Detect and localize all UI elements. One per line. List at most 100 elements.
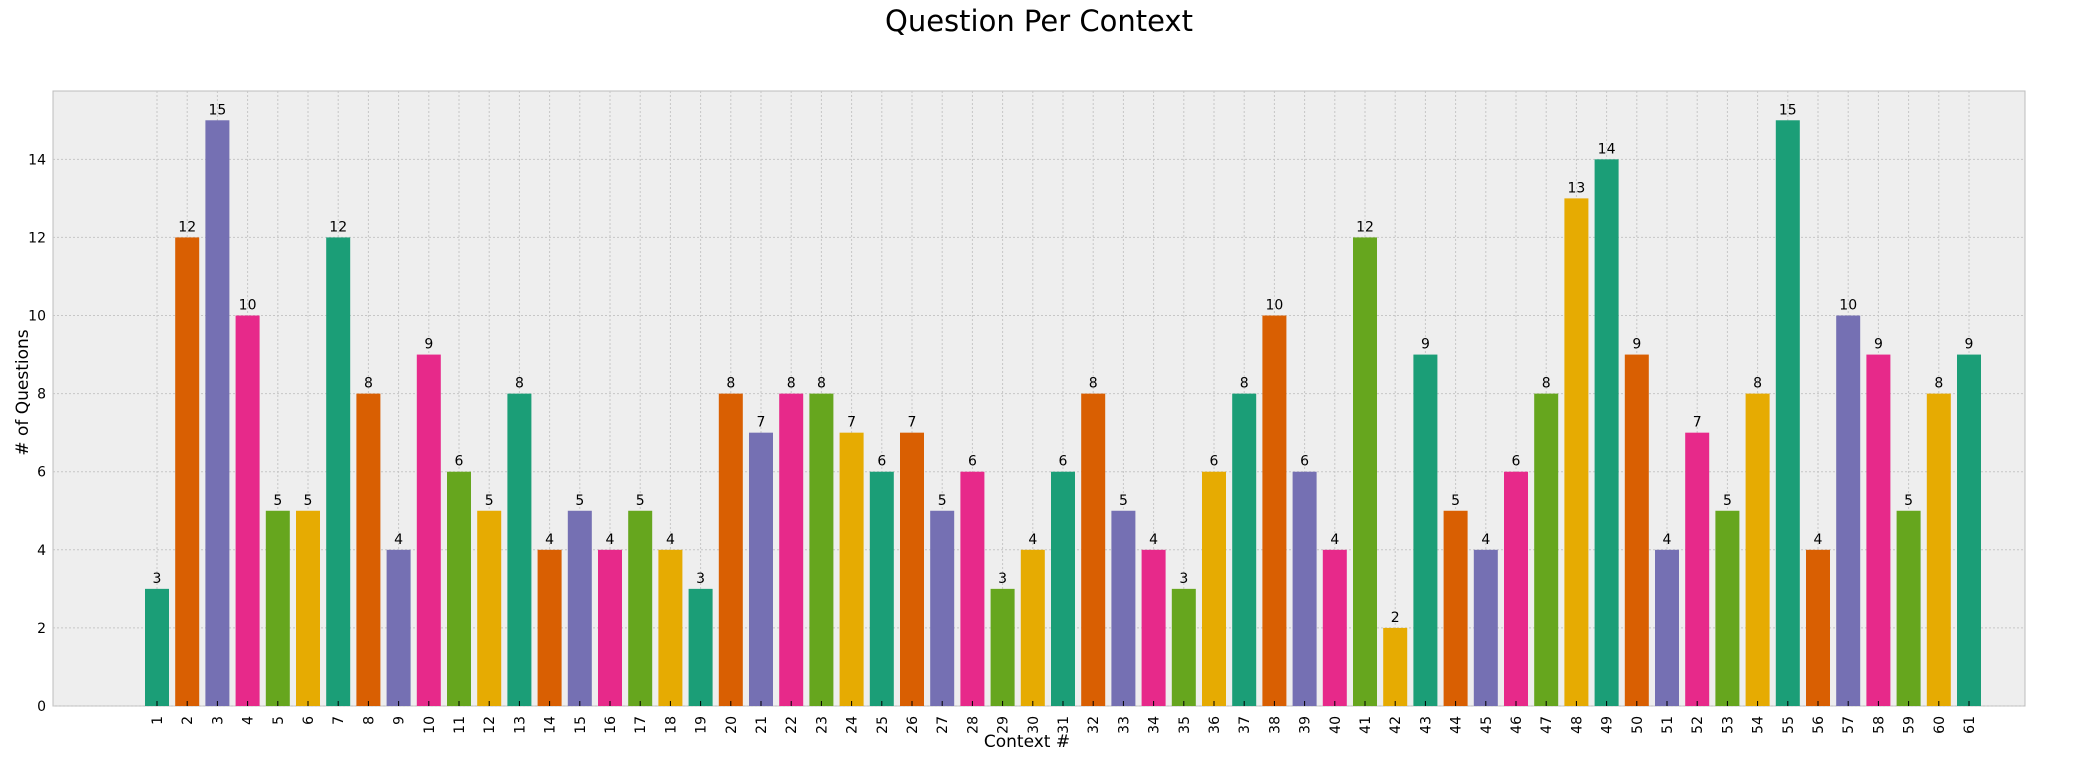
y-tick-label: 12 (28, 230, 46, 246)
bar-value-label: 8 (726, 376, 735, 392)
bar-value-label: 6 (1300, 454, 1309, 470)
bar (1383, 627, 1408, 706)
bar (1443, 510, 1468, 706)
bar (688, 588, 713, 706)
bar (1836, 315, 1861, 706)
y-tick-label: 10 (28, 309, 46, 325)
bar (1020, 549, 1045, 706)
bar-value-label: 10 (1265, 298, 1283, 314)
y-tick-label: 2 (37, 621, 46, 637)
x-tick-label: 15 (573, 716, 589, 734)
bar-value-label: 8 (1542, 376, 1551, 392)
bar (1111, 510, 1136, 706)
bar-value-label: 6 (1210, 454, 1219, 470)
x-tick-label: 29 (996, 716, 1012, 734)
bar-value-label: 9 (1421, 337, 1430, 353)
y-tick-label: 6 (37, 465, 46, 481)
bar-value-label: 7 (1693, 415, 1702, 431)
x-tick-label: 43 (1418, 716, 1434, 734)
x-tick-label: 23 (814, 716, 830, 734)
bar (235, 315, 260, 706)
bar (1745, 393, 1770, 706)
x-tick-label: 57 (1841, 716, 1857, 734)
bars (145, 120, 1981, 707)
bar-value-label: 3 (696, 571, 705, 587)
bar-value-label: 8 (515, 376, 524, 392)
bar-value-label: 5 (273, 493, 282, 509)
x-tick-label: 28 (965, 716, 981, 734)
x-tick-label: 47 (1539, 716, 1555, 734)
bar-value-label: 4 (606, 532, 615, 548)
bar-value-label: 7 (908, 415, 917, 431)
bar (1896, 510, 1921, 706)
x-tick-label: 52 (1690, 716, 1706, 734)
bar-value-label: 7 (847, 415, 856, 431)
bar-value-label: 8 (1089, 376, 1098, 392)
bar (779, 393, 804, 706)
bar (1171, 588, 1196, 706)
bar (749, 432, 773, 706)
bar (567, 510, 592, 706)
bar (839, 432, 864, 706)
x-tick-label: 19 (694, 716, 710, 734)
y-tick-label: 4 (37, 543, 46, 559)
x-tick-label: 53 (1720, 716, 1736, 734)
bar (1051, 471, 1075, 706)
x-tick-label: 16 (603, 716, 619, 734)
x-tick-label: 44 (1449, 716, 1465, 734)
x-tick-label: 3 (210, 716, 226, 725)
bar (296, 510, 320, 706)
data-labels: 3 12 15 10 5 5 12 8 4 9 6 5 8 4 5 4 5 4 3 8 7 8 8 7 6 7 5 6 3 4 6 8 5 4 3 6… (153, 102, 1974, 626)
bar-value-label: 5 (938, 493, 947, 509)
x-tick-label: 49 (1600, 716, 1616, 734)
x-tick-label: 27 (935, 716, 951, 734)
bar (477, 510, 502, 706)
bar (1081, 393, 1106, 706)
bar-value-label: 9 (1874, 337, 1883, 353)
x-tick-label: 54 (1751, 716, 1767, 734)
bar (1715, 510, 1740, 706)
bar-value-label: 12 (1356, 219, 1374, 235)
bar (628, 510, 653, 706)
x-tick-label: 12 (482, 716, 498, 734)
bar (1353, 237, 1377, 706)
x-tick-label: 50 (1630, 716, 1646, 734)
y-axis-label: # of Questions (13, 329, 33, 455)
bar-value-label: 6 (1512, 454, 1521, 470)
x-tick-label: 45 (1479, 716, 1495, 734)
bar-value-label: 13 (1567, 180, 1585, 196)
x-tick-label: 18 (663, 716, 679, 734)
x-tick-label: 22 (784, 716, 800, 734)
bar (718, 393, 743, 706)
bar-value-label: 9 (1965, 337, 1974, 353)
bar-value-label: 2 (1391, 610, 1400, 626)
bar (930, 510, 955, 706)
bar (658, 549, 683, 706)
bar-value-label: 3 (1179, 571, 1188, 587)
x-axis-ticks: 1 2 3 4 5 6 7 8 9 10 11 12 13 14 15 16 17 18 19 20 21 22 23 24 2… (150, 716, 1978, 734)
bar-value-label: 6 (968, 454, 977, 470)
bar (145, 588, 169, 706)
bar-value-label: 3 (153, 571, 162, 587)
bar-value-label: 9 (1632, 337, 1641, 353)
bar-value-label: 5 (485, 493, 494, 509)
x-tick-label: 60 (1932, 716, 1948, 734)
bar-value-label: 5 (636, 493, 645, 509)
x-tick-label: 1 (150, 716, 166, 725)
bar (1564, 198, 1589, 706)
bar-value-label: 5 (1119, 493, 1128, 509)
bar-value-label: 4 (394, 532, 403, 548)
bar-value-label: 14 (1598, 141, 1616, 157)
bar-value-label: 3 (998, 571, 1007, 587)
bar-value-label: 5 (1451, 493, 1460, 509)
x-tick-label: 30 (1026, 716, 1042, 734)
x-tick-label: 61 (1962, 716, 1978, 734)
bar (386, 549, 411, 706)
x-tick-label: 7 (331, 716, 347, 725)
bar-value-label: 10 (1839, 298, 1857, 314)
x-tick-label: 24 (845, 716, 861, 734)
bar (1957, 354, 1981, 706)
bar-value-label: 8 (817, 376, 826, 392)
bar-value-label: 4 (1330, 532, 1339, 548)
